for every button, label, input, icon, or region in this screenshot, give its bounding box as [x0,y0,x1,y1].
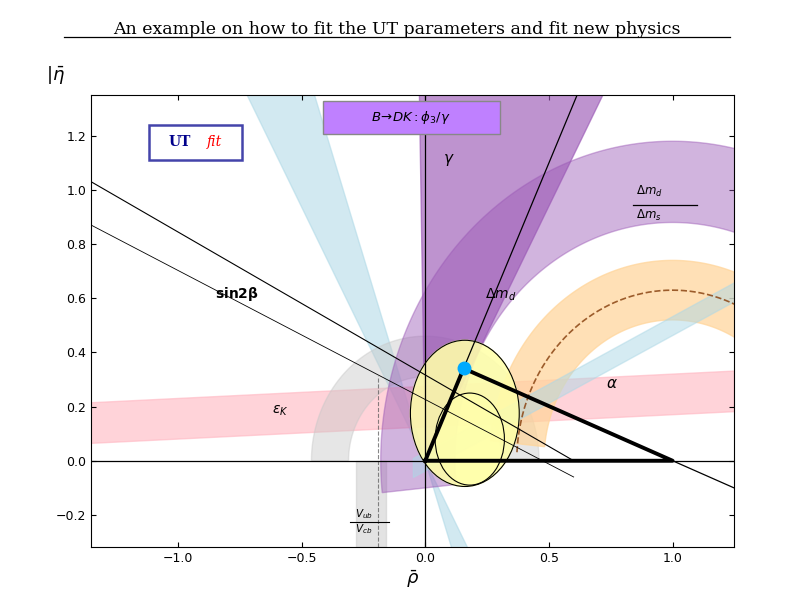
Polygon shape [491,261,794,452]
Polygon shape [311,336,539,461]
Text: $\varepsilon_K$: $\varepsilon_K$ [272,403,288,418]
Text: fit: fit [207,135,222,149]
X-axis label: $\bar{\rho}$: $\bar{\rho}$ [407,568,419,590]
Text: $\mathbf{sin2\beta}$: $\mathbf{sin2\beta}$ [215,285,259,303]
FancyBboxPatch shape [323,101,499,134]
Polygon shape [91,0,573,595]
Text: UT: UT [169,135,191,149]
Polygon shape [381,141,794,493]
Text: $\Delta m_d$: $\Delta m_d$ [484,286,516,303]
Text: $V_{cb}$: $V_{cb}$ [355,522,372,536]
Ellipse shape [410,340,519,487]
Text: $\gamma$: $\gamma$ [442,152,454,168]
Polygon shape [418,27,611,461]
Text: $\Delta m_d$: $\Delta m_d$ [635,184,662,199]
Ellipse shape [435,393,504,485]
Text: $\alpha$: $\alpha$ [606,375,618,391]
Text: An example on how to fit the UT parameters and fit new physics: An example on how to fit the UT paramete… [114,21,680,38]
Text: $B\!\to\!DK : \phi_3/\gamma$: $B\!\to\!DK : \phi_3/\gamma$ [372,109,451,126]
FancyBboxPatch shape [149,124,242,160]
Text: $V_{ub}$: $V_{ub}$ [355,508,372,521]
Polygon shape [91,371,734,443]
Y-axis label: $|\bar{\eta}$: $|\bar{\eta}$ [47,64,65,86]
Text: $\Delta m_s$: $\Delta m_s$ [635,208,661,223]
